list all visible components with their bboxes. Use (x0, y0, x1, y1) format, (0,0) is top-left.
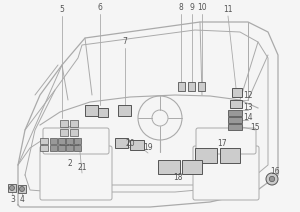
Bar (70, 138, 78, 145)
Circle shape (269, 176, 275, 182)
Text: 11: 11 (223, 6, 233, 14)
Bar (74, 138, 81, 144)
Bar (8, 184, 16, 192)
Bar (70, 120, 78, 127)
Bar (178, 82, 185, 91)
Bar (228, 117, 242, 123)
Bar (70, 129, 78, 136)
Bar (18, 185, 26, 193)
Bar (50, 138, 57, 144)
Text: 14: 14 (243, 113, 253, 121)
Text: 5: 5 (60, 6, 64, 14)
Text: 3: 3 (11, 195, 15, 205)
Text: 6: 6 (98, 4, 102, 13)
Bar (130, 140, 144, 150)
Text: 7: 7 (123, 38, 128, 46)
Text: 9: 9 (190, 4, 194, 13)
Bar (220, 148, 240, 163)
Bar (58, 145, 65, 151)
Bar (60, 129, 68, 136)
Bar (98, 108, 108, 117)
Bar (182, 160, 202, 174)
Circle shape (10, 186, 14, 191)
Text: 20: 20 (125, 138, 135, 148)
Bar (115, 138, 128, 148)
Bar (198, 82, 205, 91)
Text: 15: 15 (250, 124, 260, 132)
Bar (230, 100, 242, 108)
Bar (60, 120, 68, 127)
Text: 8: 8 (178, 4, 183, 13)
Bar (158, 160, 180, 174)
Text: 19: 19 (143, 144, 153, 152)
Bar (50, 145, 57, 151)
Bar (188, 82, 195, 91)
Bar (66, 145, 73, 151)
Text: 17: 17 (217, 138, 227, 148)
Bar (66, 138, 73, 144)
FancyBboxPatch shape (40, 146, 112, 200)
Text: 2: 2 (68, 159, 72, 167)
Bar (195, 148, 217, 163)
Bar (85, 105, 98, 116)
FancyBboxPatch shape (196, 128, 256, 154)
Bar (40, 138, 48, 144)
Text: 4: 4 (20, 195, 24, 205)
Text: 13: 13 (243, 102, 253, 112)
Text: 10: 10 (197, 4, 207, 13)
Text: 21: 21 (77, 163, 87, 173)
Bar (232, 88, 242, 97)
Bar (228, 110, 242, 116)
Bar (118, 105, 131, 116)
Circle shape (266, 173, 278, 185)
Bar (74, 145, 81, 151)
Bar (228, 124, 242, 130)
Circle shape (20, 187, 25, 191)
Bar (58, 138, 65, 144)
Bar (60, 138, 68, 145)
FancyBboxPatch shape (43, 128, 109, 154)
Text: 18: 18 (173, 173, 183, 181)
Bar (40, 145, 48, 151)
Text: 12: 12 (243, 91, 253, 99)
FancyBboxPatch shape (193, 146, 259, 200)
Text: 16: 16 (270, 167, 280, 177)
